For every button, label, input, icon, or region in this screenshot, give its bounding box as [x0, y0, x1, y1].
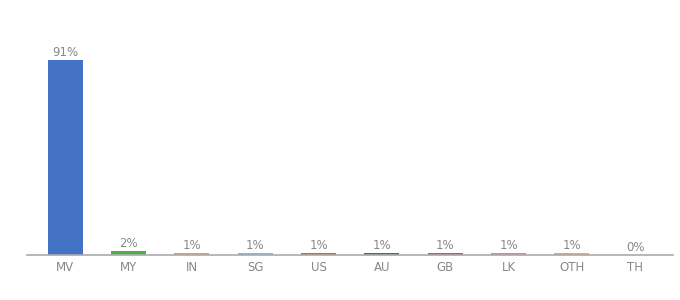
Text: 1%: 1%: [246, 239, 265, 252]
Text: 1%: 1%: [373, 239, 391, 252]
Text: 1%: 1%: [562, 239, 581, 252]
Text: 1%: 1%: [182, 239, 201, 252]
Text: 1%: 1%: [436, 239, 454, 252]
Bar: [364, 253, 399, 255]
Bar: [175, 253, 209, 255]
Text: 1%: 1%: [309, 239, 328, 252]
Bar: [48, 60, 82, 255]
Text: 2%: 2%: [119, 237, 138, 250]
Bar: [428, 253, 462, 255]
Bar: [111, 251, 146, 255]
Text: 0%: 0%: [626, 241, 645, 254]
Bar: [554, 253, 590, 255]
Bar: [301, 253, 336, 255]
Text: 91%: 91%: [52, 46, 78, 59]
Bar: [238, 253, 273, 255]
Text: 1%: 1%: [499, 239, 518, 252]
Bar: [491, 253, 526, 255]
